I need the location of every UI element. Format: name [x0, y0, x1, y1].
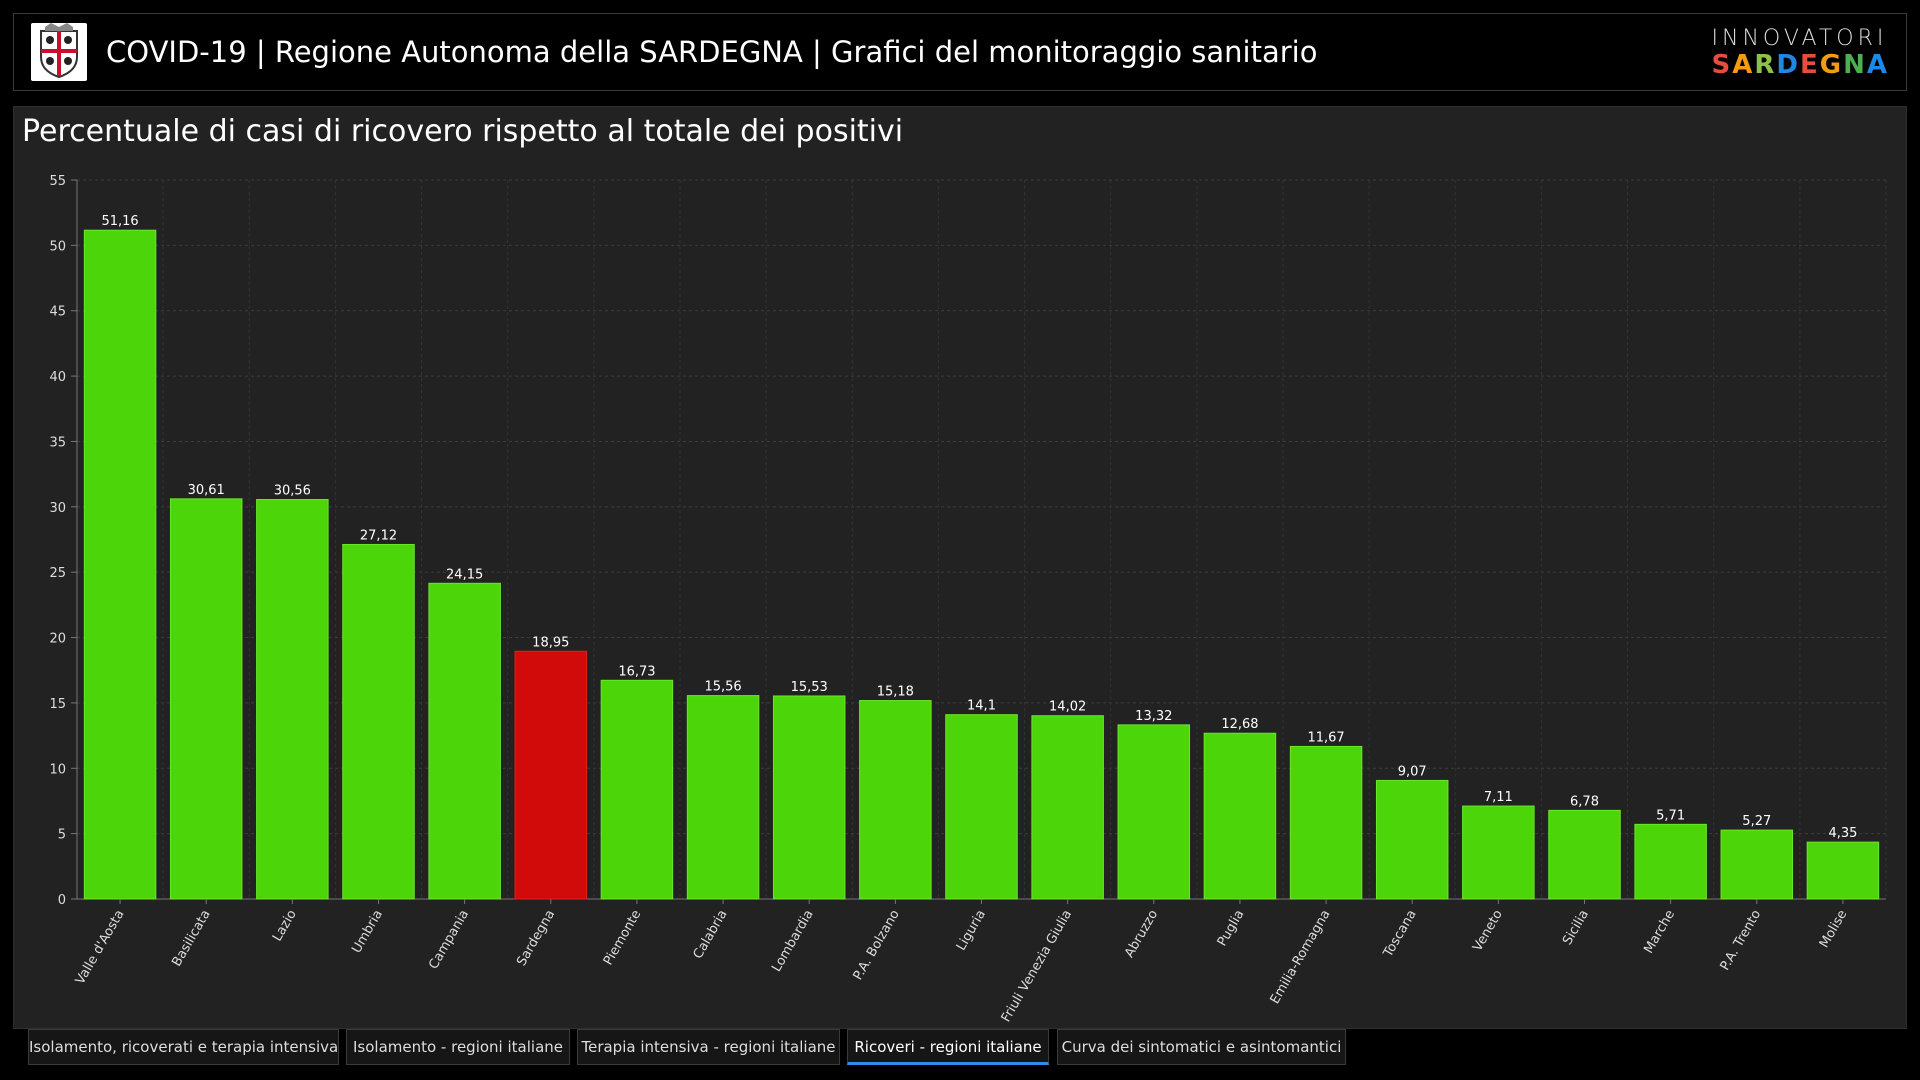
y-tick-label: 40 — [49, 370, 66, 385]
bar — [1720, 829, 1794, 900]
bar-value-label: 30,61 — [188, 483, 225, 498]
chart-title: Percentuale di casi di ricovero rispetto… — [22, 114, 904, 149]
brand-letter: A — [1866, 50, 1889, 80]
bar — [342, 543, 415, 900]
bar-value-label: 4,35 — [1828, 826, 1857, 841]
brand-bottom-text: SARDEGNA — [1712, 51, 1889, 79]
bar-value-label: 16,73 — [618, 664, 655, 679]
bar — [1031, 715, 1104, 900]
bar — [686, 695, 760, 900]
bar — [256, 498, 329, 900]
bar-value-label: 6,78 — [1570, 794, 1599, 809]
x-tick-label: Valle d'Aosta — [73, 908, 128, 988]
bar-value-label: 13,32 — [1135, 709, 1172, 724]
bar-value-label: 27,12 — [360, 528, 397, 543]
tab-1[interactable]: Isolamento, ricoverati e terapia intensi… — [28, 1029, 339, 1065]
brand-letter: E — [1800, 50, 1820, 80]
bar — [1548, 809, 1621, 900]
bar-value-label: 11,67 — [1307, 730, 1344, 745]
brand-letter: N — [1843, 50, 1867, 80]
bar-value-label: 14,1 — [967, 699, 996, 714]
bar — [514, 650, 588, 900]
bar-value-label: 15,18 — [877, 685, 914, 700]
bar-value-label: 5,27 — [1742, 814, 1771, 829]
x-tick-label: Umbria — [349, 908, 386, 957]
bar — [772, 695, 846, 900]
bar-value-label: 15,53 — [791, 680, 828, 695]
y-tick-label: 55 — [49, 174, 66, 189]
bar — [1462, 805, 1535, 900]
bar — [600, 679, 674, 900]
brand-letter: S — [1711, 50, 1733, 80]
bar — [1117, 724, 1191, 900]
bar-chart: 0 5 10 15 20 25 30 35 40 45 50 55 51,16 Valle d'Aosta… — [49, 174, 1887, 1025]
x-tick-label: Piemonte — [601, 908, 645, 968]
page-title: COVID-19 | Regione Autonoma della SARDEG… — [106, 35, 1318, 69]
bar-value-label: 18,95 — [532, 635, 569, 650]
x-tick-label: Puglia — [1215, 908, 1248, 950]
y-tick-label: 35 — [49, 435, 66, 450]
brand-letter: R — [1754, 50, 1777, 80]
sardinia-crest-icon — [31, 23, 87, 81]
bar-value-label: 9,07 — [1398, 764, 1427, 779]
tab-5[interactable]: Curva dei sintomatici e asintomantici — [1057, 1029, 1346, 1065]
tab-2[interactable]: Isolamento - regioni italiane — [346, 1029, 570, 1065]
y-tick-label: 5 — [58, 828, 66, 843]
brand-letter: D — [1776, 50, 1800, 80]
tab-3[interactable]: Terapia intensiva - regioni italiane — [577, 1029, 840, 1065]
x-tick-label: Sicilia — [1560, 908, 1592, 948]
x-tick-label: Veneto — [1470, 907, 1506, 954]
x-tick-label: P.A. Trento — [1718, 907, 1765, 973]
bar — [859, 700, 932, 900]
bar-value-label: 51,16 — [101, 214, 138, 229]
bar-value-label: 7,11 — [1484, 790, 1513, 805]
x-tick-label: Marche — [1641, 908, 1678, 957]
x-tick-label: Calabria — [691, 908, 731, 962]
x-tick-label: Sardegna — [514, 908, 558, 969]
x-tick-label: Lazio — [270, 907, 300, 944]
y-tick-label: 0 — [58, 893, 66, 908]
x-tick-label: Friuli Venezia Giulia — [999, 908, 1075, 1025]
bar — [1806, 841, 1880, 900]
bar — [1289, 745, 1363, 900]
tab-4[interactable]: Ricoveri - regioni italiane — [847, 1029, 1049, 1065]
bar — [169, 498, 243, 900]
y-tick-label: 30 — [49, 501, 66, 516]
bar-value-label: 30,56 — [274, 483, 311, 498]
brand-letter: G — [1819, 50, 1844, 80]
y-tick-label: 50 — [49, 239, 66, 254]
bar-value-label: 24,15 — [446, 567, 483, 582]
x-tick-label: P.A. Bolzano — [851, 907, 903, 982]
innovatori-sardegna-logo: INNOVATORI SARDEGNA — [1711, 26, 1889, 80]
bar-value-label: 14,02 — [1049, 700, 1086, 715]
chart-panel: 0 5 10 15 20 25 30 35 40 45 50 55 51,16 Valle d'Aosta… — [13, 106, 1907, 1029]
x-tick-label: Molise — [1817, 908, 1851, 951]
x-tick-label: Campania — [426, 908, 472, 972]
bar — [1634, 823, 1707, 900]
y-tick-label: 15 — [49, 697, 66, 712]
x-tick-label: Lombardia — [769, 908, 816, 975]
bar — [945, 714, 1018, 900]
y-tick-label: 10 — [49, 762, 66, 777]
y-tick-label: 25 — [49, 566, 66, 581]
bar — [428, 582, 501, 900]
bar — [1203, 732, 1277, 900]
y-tick-label: 20 — [49, 632, 66, 647]
x-tick-label: Toscana — [1380, 908, 1419, 961]
bar-value-label: 15,56 — [704, 680, 741, 695]
x-tick-label: Abruzzo — [1122, 907, 1161, 960]
x-tick-label: Emilia-Romagna — [1268, 908, 1334, 1007]
bar-value-label: 12,68 — [1221, 717, 1258, 732]
y-tick-label: 45 — [49, 305, 66, 320]
brand-top-text: INNOVATORI — [1711, 26, 1888, 51]
bar — [83, 229, 157, 900]
x-tick-label: Basilicata — [169, 908, 213, 970]
x-tick-label: Liguria — [954, 908, 989, 954]
bar-value-label: 5,71 — [1656, 808, 1685, 823]
bar — [1375, 779, 1449, 900]
app-header: COVID-19 | Regione Autonoma della SARDEG… — [13, 13, 1907, 91]
brand-letter: A — [1732, 50, 1755, 80]
